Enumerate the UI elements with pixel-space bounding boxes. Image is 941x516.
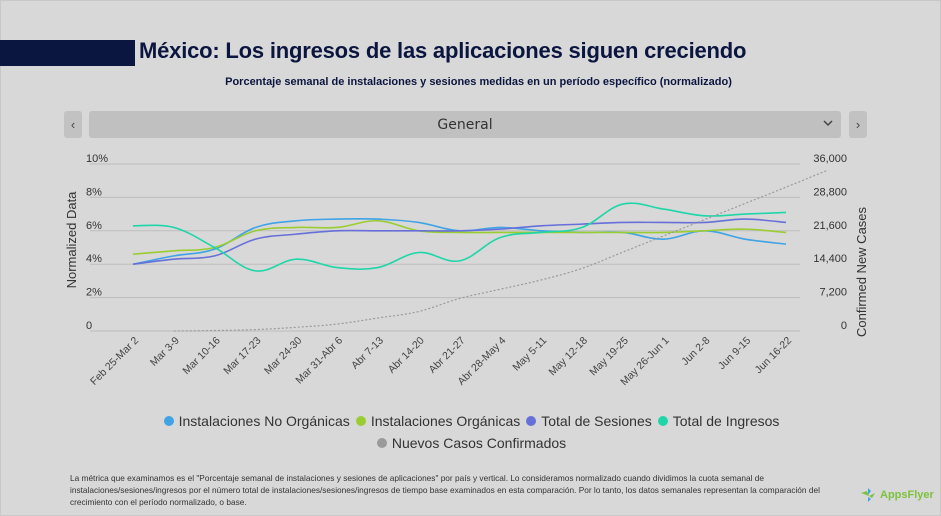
chart-legend: Instalaciones No Orgánicas Instalaciones… (0, 413, 941, 457)
y-axis-left-ticks: 0 2% 4% 6% 8% 10% (86, 153, 108, 332)
page-title: México: Los ingresos de las aplicaciones… (139, 38, 747, 63)
chart-subtitle: Porcentaje semanal de instalaciones y se… (225, 76, 732, 88)
x-tick-label: May 19-25 (587, 335, 631, 379)
y-axis-left-label: Normalized Data (64, 191, 79, 289)
appsflyer-bird-icon (861, 488, 875, 502)
y2-tick-label: 21,600 (813, 220, 847, 232)
methodology-footnote: La métrica que examinamos es el "Porcent… (70, 473, 820, 507)
title-accent-bar (0, 40, 135, 66)
series-line-total-de-ingresos (132, 202, 787, 272)
legend-dot-icon (526, 416, 537, 426)
previous-button[interactable]: ‹ (64, 111, 82, 138)
y2-tick-label: 7,200 (819, 287, 847, 299)
series-line-total-de-sesiones (132, 218, 787, 265)
x-tick-label: Mar 3-9 (148, 335, 182, 369)
x-tick-label: Jun 2-8 (679, 335, 712, 368)
y2-tick-label: 14,400 (813, 253, 847, 265)
legend-item-organicas[interactable]: Instalaciones Orgánicas (355, 413, 521, 429)
y-axis-right-label: Confirmed New Cases (854, 206, 869, 337)
legend-item-ingresos[interactable]: Total de Ingresos (657, 413, 780, 429)
legend-item-sesiones[interactable]: Total de Sesiones (526, 413, 652, 429)
y-tick-label: 8% (86, 186, 102, 198)
chevron-right-icon: › (855, 117, 861, 132)
category-dropdown[interactable]: General (89, 111, 841, 138)
x-tick-label: Mar 24-30 (262, 335, 304, 377)
x-tick-label: Abr 21-27 (427, 335, 468, 376)
legend-row-2: Nuevos Casos Confirmados (0, 435, 941, 451)
legend-item-casos[interactable]: Nuevos Casos Confirmados (376, 435, 567, 451)
x-tick-label: Jun 16-22 (753, 335, 795, 377)
chevron-left-icon: ‹ (70, 117, 76, 132)
y2-tick-label: 36,000 (813, 153, 847, 165)
y-tick-label: 4% (86, 253, 102, 265)
x-tick-label: Abr 14-20 (386, 335, 427, 376)
y-tick-label: 10% (86, 153, 108, 165)
y-tick-label: 0 (86, 320, 92, 332)
x-tick-label: May 5-11 (510, 335, 549, 374)
x-tick-label: Mar 17-23 (221, 335, 263, 377)
legend-dot-icon (163, 416, 174, 426)
x-tick-label: Feb 25-Mar 2 (88, 335, 141, 388)
y-axis-right-ticks: 0 7,200 14,400 21,600 28,800 36,000 (813, 153, 847, 332)
series-lines (132, 169, 828, 332)
legend-label: Instalaciones No Orgánicas (178, 413, 350, 429)
appsflyer-logo: AppsFlyer (860, 487, 934, 503)
legend-label: Total de Ingresos (672, 413, 780, 429)
legend-dot-icon (376, 438, 387, 448)
legend-dot-icon (355, 416, 366, 426)
series-line-instalaciones-organicas (132, 219, 787, 255)
legend-row-1: Instalaciones No Orgánicas Instalaciones… (0, 413, 941, 429)
dropdown-selected-value: General (437, 117, 493, 133)
y-tick-label: 6% (86, 220, 102, 232)
legend-label: Nuevos Casos Confirmados (391, 435, 567, 451)
y-tick-label: 2% (86, 287, 102, 299)
x-tick-label: Mar 10-16 (180, 335, 222, 377)
grid-lines (90, 163, 800, 332)
series-line-nuevos-casos-confirmados (173, 169, 828, 332)
legend-label: Instalaciones Orgánicas (370, 413, 521, 429)
line-chart: 0 2% 4% 6% 8% 10% 0 7,200 14,400 21,600 28,800 36,… (64, 153, 869, 389)
x-tick-label: Jun 9-15 (716, 335, 753, 372)
y2-tick-label: 28,800 (813, 186, 847, 198)
logo-text: AppsFlyer (880, 489, 934, 501)
legend-item-no-organicas[interactable]: Instalaciones No Orgánicas (163, 413, 350, 429)
x-tick-label: May 12-18 (546, 335, 590, 379)
y2-tick-label: 0 (841, 320, 847, 332)
x-tick-label: Abr 7-13 (349, 335, 386, 372)
chevron-down-icon (823, 116, 833, 133)
legend-dot-icon (657, 416, 668, 426)
legend-label: Total de Sesiones (541, 413, 652, 429)
next-button[interactable]: › (849, 111, 867, 138)
